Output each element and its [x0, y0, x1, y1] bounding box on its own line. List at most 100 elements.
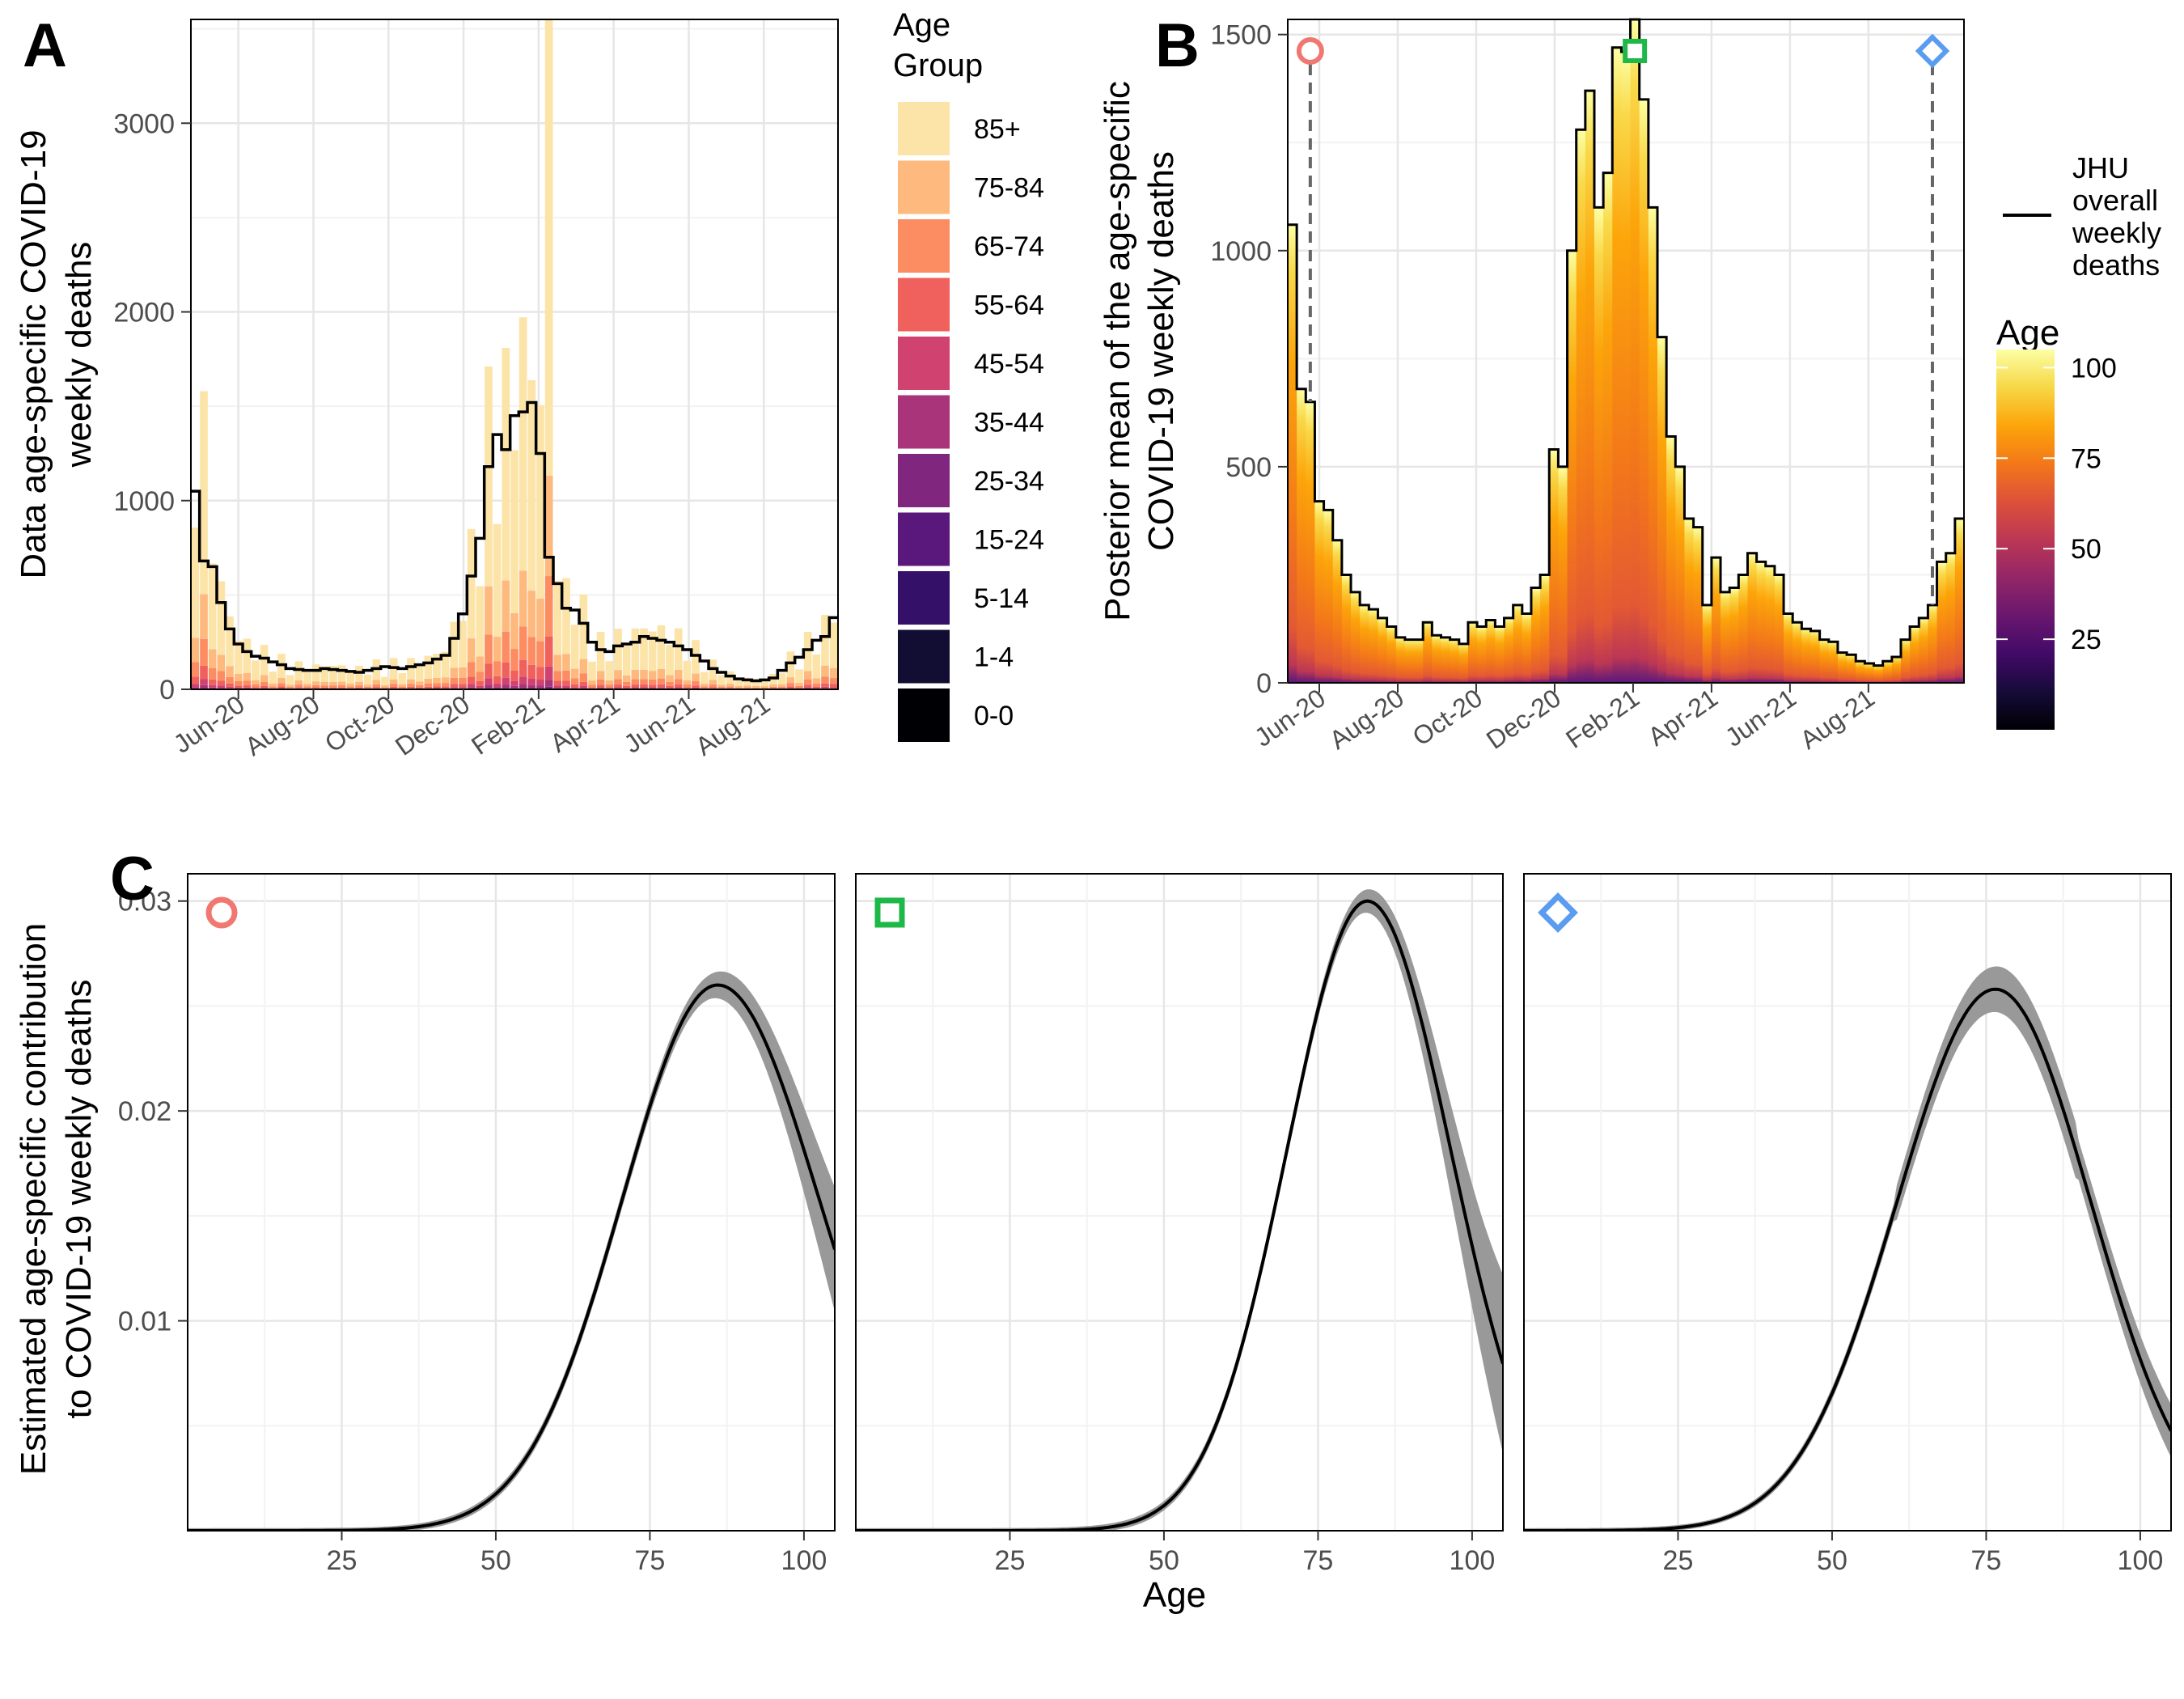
panel-a-bar-segment — [217, 685, 226, 688]
panel-a-bar-segment — [208, 679, 217, 685]
panel-a-bar-segment — [260, 645, 269, 676]
panel-b-bar — [1306, 401, 1315, 683]
panel-a-bar-segment — [614, 684, 622, 688]
panel-b-legend: JHU overall weekly deaths Age 25 50 75 100 — [1996, 151, 2161, 730]
panel-a-bar-segment — [674, 669, 683, 680]
panel-a-bar-segment — [467, 638, 476, 663]
panel-b-bar — [1784, 613, 1793, 683]
legend-swatch-0-0 — [898, 688, 950, 742]
panel-a-bar-segment — [648, 631, 657, 672]
panel-a-bar-segment — [777, 673, 786, 684]
panel-b-bar — [1882, 661, 1893, 683]
panel-a-bar-segment — [751, 685, 760, 688]
legend-label: 45-54 — [974, 349, 1044, 379]
panel-a-bar-segment — [648, 671, 657, 680]
panel-b-bar — [1441, 637, 1451, 683]
panel-a-bar-segment — [415, 684, 424, 688]
panel-b-bar — [1513, 604, 1523, 683]
panel-b-bar — [1423, 622, 1433, 683]
panel-a-bar-segment — [217, 671, 226, 681]
panel-a-bar-segment — [398, 686, 407, 688]
panel-b-bar — [1864, 663, 1875, 683]
panel-c-plot-border — [1523, 873, 2172, 1532]
panel-a-bar-segment — [692, 673, 700, 681]
panel-c-marker-circle — [205, 896, 238, 929]
panel-a-bar-segment — [208, 684, 217, 688]
panel-b-bar — [1477, 626, 1487, 683]
panel-a-bar-segment — [631, 670, 640, 680]
panel-b-bar — [1792, 622, 1802, 683]
panel-a-bar-segment — [726, 686, 734, 688]
panel-a-bar-segment — [372, 687, 381, 688]
panel-a-bar-segment — [476, 672, 485, 681]
panel-a-bar-segment — [433, 677, 441, 684]
panel-a-bar-segment — [518, 659, 527, 677]
panel-b-bar — [1810, 630, 1821, 683]
panel-a-bar-segment — [485, 634, 493, 664]
panel-b-bar — [1360, 604, 1369, 683]
panel-a-bar-segment — [751, 679, 760, 686]
panel-b-bar — [1314, 501, 1325, 683]
panel-a-bar-segment — [441, 683, 450, 687]
legend-swatch-15-24 — [898, 512, 950, 566]
panel-a-bar-segment — [398, 684, 407, 687]
panel-a-bar-segment — [760, 679, 769, 687]
panel-c-ytick-label: 0.02 — [118, 1096, 171, 1127]
colorbar-tick-label: 100 — [2071, 353, 2117, 383]
panel-letter-c: C — [110, 845, 154, 913]
panel-a-bar-segment — [562, 578, 570, 655]
panel-a-bar-segment — [614, 679, 622, 685]
panel-a-bar-segment — [191, 527, 200, 638]
panel-a-bar-segment — [320, 681, 329, 686]
panel-a-bar-segment — [286, 687, 294, 688]
panel-a-bar-segment — [692, 685, 700, 688]
panel-a-bar-segment — [579, 594, 588, 659]
panel-b-bar — [1945, 553, 1956, 683]
panel-c-xtick-label: 75 — [1303, 1545, 1334, 1576]
panel-a-bar-segment — [372, 680, 381, 684]
panel-a-bar-segment — [337, 681, 346, 685]
panel-b-bar — [1954, 519, 1965, 683]
panel-a-bar-segment — [596, 680, 605, 685]
panel-a-bar-segment — [640, 679, 648, 685]
panel-a-bar-segment — [502, 662, 510, 678]
panel-a-bar-segment — [553, 581, 562, 655]
panel-a-bar-segment — [485, 678, 493, 685]
panel-b-bar — [1432, 635, 1441, 683]
panel-a-bar-segment — [579, 681, 588, 687]
panel-a-bar-segment — [570, 684, 579, 688]
panel-b-bar — [1404, 639, 1415, 683]
panel-b-bar — [1910, 626, 1919, 683]
panel-c-ytick-label: 0.01 — [118, 1307, 171, 1337]
panel-b-bar — [1297, 388, 1306, 683]
panel-b-y-axis: 0 500 1000 1500 — [1210, 20, 1288, 699]
panel-a-bar-segment — [303, 672, 311, 684]
panel-a-bar-segment — [346, 683, 355, 687]
panel-c-marker-square — [874, 897, 905, 928]
panel-a-bar-segment — [415, 664, 424, 682]
panel-a-bar-segment — [502, 631, 510, 663]
panel-a-bar-segment — [640, 687, 648, 688]
panel-a-bar-segment — [666, 645, 674, 676]
panel-b-bar — [1549, 449, 1559, 683]
panel-a-bar-segment — [527, 637, 536, 665]
panel-a-bar-segment — [381, 687, 389, 688]
panel-b-bar — [1603, 172, 1613, 683]
panel-a-bar-segment — [260, 681, 269, 686]
panel-a-bar-segment — [226, 676, 234, 684]
panel-a-bar-segment — [553, 671, 562, 681]
panel-a-bar-segment — [510, 649, 518, 671]
panel-b-bar — [1847, 655, 1856, 683]
panel-a-bar-segment — [467, 528, 476, 638]
panel-a-bar-segment — [433, 653, 441, 678]
panel-a-bar-segment — [493, 661, 502, 676]
panel-a-bar-segment — [191, 687, 200, 689]
legend-label: 55-64 — [974, 290, 1044, 321]
panel-a-bar-segment — [588, 661, 596, 681]
panel-c-plot-border — [187, 873, 836, 1532]
panel-b-bar — [1856, 661, 1865, 683]
panel-a-bar-segment — [821, 676, 829, 684]
panel-a-bar-segment — [657, 625, 666, 669]
panel-b-bar — [1486, 620, 1496, 683]
panel-a-bar-segment — [657, 684, 666, 688]
